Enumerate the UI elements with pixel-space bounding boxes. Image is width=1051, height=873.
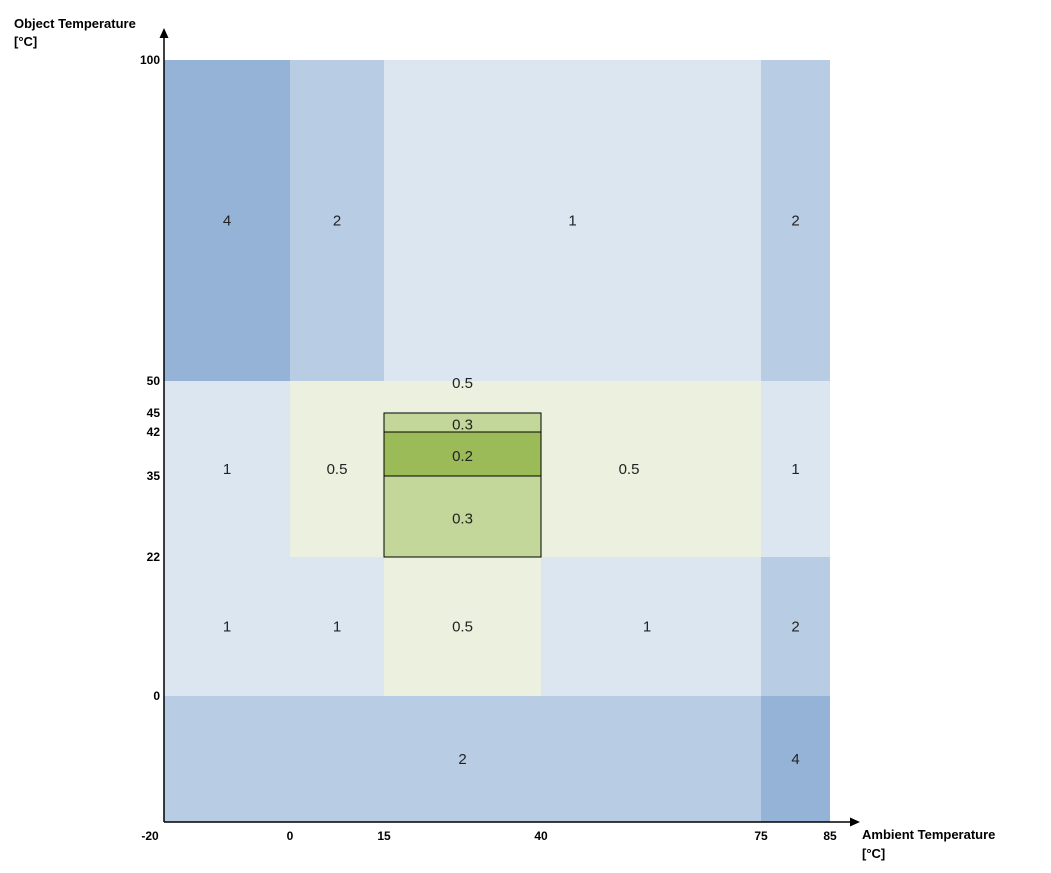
cell-value-label: 0.5 — [327, 461, 348, 478]
cells-layer — [164, 60, 830, 822]
y-axis-unit: [°C] — [14, 34, 37, 49]
cell-value-label: 1 — [223, 619, 231, 636]
heatmap-cell — [761, 696, 830, 822]
cell-value-label: 0.3 — [452, 511, 473, 528]
heatmap-cell — [290, 381, 384, 557]
heatmap-cell — [164, 381, 290, 557]
y-tick-label: 22 — [147, 550, 161, 564]
cell-value-label: 2 — [333, 213, 341, 230]
cell-value-label: 1 — [568, 213, 576, 230]
y-tick-label: 35 — [147, 469, 161, 483]
cell-value-label: 0.2 — [452, 448, 473, 465]
heatmap-cell — [384, 476, 541, 557]
heatmap-cell — [164, 557, 290, 696]
heatmap-cell — [384, 60, 761, 381]
cell-value-label: 2 — [791, 213, 799, 230]
cell-value-label: 1 — [223, 461, 231, 478]
x-axis-arrow-icon — [850, 817, 860, 827]
heatmap-cell — [384, 381, 541, 413]
y-axis-arrow-icon — [159, 28, 169, 38]
x-tick-label: 75 — [754, 829, 768, 843]
heatmap-cell — [384, 557, 541, 696]
heatmap-cell — [384, 432, 541, 476]
cell-value-label: 1 — [643, 619, 651, 636]
cell-value-label: 0.3 — [452, 417, 473, 434]
heatmap-cell — [761, 60, 830, 381]
heatmap-cell — [761, 381, 830, 557]
y-tick-label: 100 — [140, 53, 160, 67]
y-tick-label: 45 — [147, 406, 161, 420]
cell-value-label: 1 — [333, 619, 341, 636]
heatmap-cell — [541, 557, 761, 696]
cell-outline — [383, 475, 542, 558]
heatmap-cell — [164, 60, 290, 381]
cell-value-label: 0.5 — [452, 619, 473, 636]
y-ticks-layer: 100 50 45 42 35 22 0 — [140, 53, 160, 703]
x-axis-title: Ambient Temperature — [862, 827, 995, 842]
y-tick-label: 0 — [153, 689, 160, 703]
cell-value-label: 2 — [791, 619, 799, 636]
heatmap-cell — [384, 413, 541, 432]
heatmap-cell — [761, 557, 830, 696]
cell-value-label: 1 — [791, 461, 799, 478]
cell-value-label: 0.5 — [619, 461, 640, 478]
y-tick-label: 42 — [147, 425, 161, 439]
x-ticks-layer: -20 0 15 40 75 85 — [141, 829, 837, 843]
heatmap-cell — [164, 696, 761, 822]
x-axis-unit: [°C] — [862, 846, 885, 861]
y-tick-label: 50 — [147, 374, 161, 388]
outline-layer — [383, 412, 542, 558]
cell-value-label: 4 — [791, 751, 799, 768]
x-tick-label: 85 — [823, 829, 837, 843]
x-tick-label: 15 — [377, 829, 391, 843]
cell-value-label: 2 — [458, 751, 466, 768]
cell-value-label: 0.5 — [452, 375, 473, 392]
x-tick-label: 40 — [534, 829, 548, 843]
heatmap-cell — [290, 557, 384, 696]
y-axis-title: Object Temperature — [14, 16, 136, 31]
cell-labels-layer: 4 2 1 2 1 0.5 0.5 0.3 0.2 0.3 0.5 1 1 1 0.5 1 2 2 4 — [223, 213, 800, 769]
heatmap-cell — [290, 60, 384, 381]
heatmap-cell — [541, 381, 761, 557]
x-tick-label: -20 — [141, 829, 159, 843]
axes — [159, 28, 860, 827]
x-tick-label: 0 — [287, 829, 294, 843]
cell-value-label: 4 — [223, 213, 231, 230]
